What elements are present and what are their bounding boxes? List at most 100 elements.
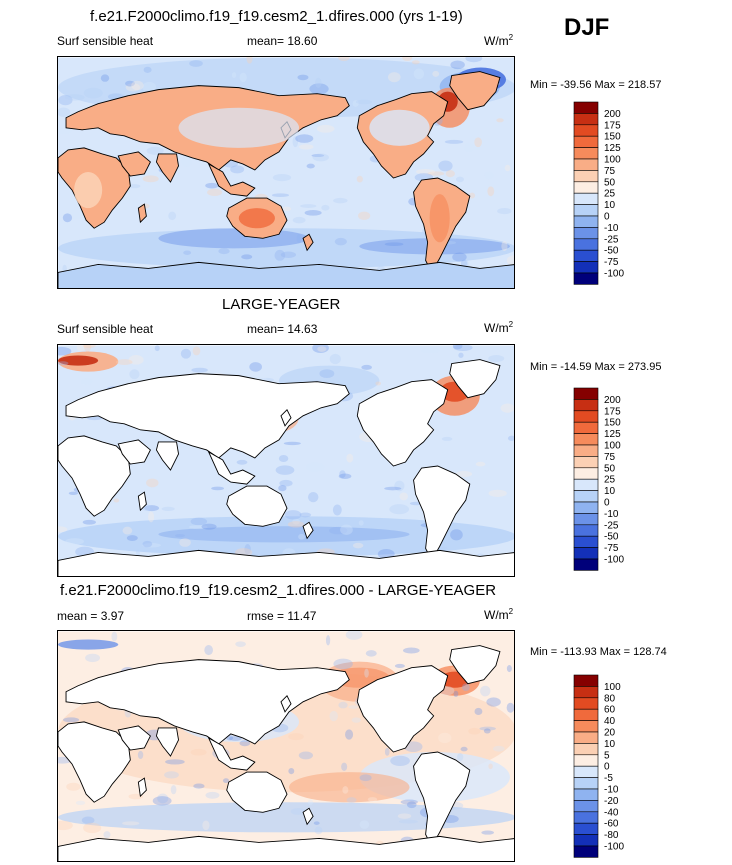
field-speckle xyxy=(298,533,305,540)
field-speckle xyxy=(103,831,111,839)
field-speckle xyxy=(450,529,463,541)
colorbar-box xyxy=(573,181,599,194)
field-speckle xyxy=(188,525,208,530)
field-speckle xyxy=(507,435,514,441)
field-speckle xyxy=(329,526,348,535)
field-speckle xyxy=(292,216,306,224)
field-speckle xyxy=(129,369,140,380)
field-speckle xyxy=(299,512,312,518)
colorbar-tick-label: 0 xyxy=(604,212,610,223)
colorbar-box xyxy=(573,147,599,160)
field-speckle xyxy=(144,505,160,512)
panel3-rmse-label: rmse = 11.47 xyxy=(247,609,317,623)
field-speckle xyxy=(488,489,507,497)
field-speckle xyxy=(500,403,514,413)
field-speckle xyxy=(241,254,253,260)
field-speckle xyxy=(236,459,248,465)
field-speckle xyxy=(62,213,73,223)
coastline-japan xyxy=(280,409,292,427)
field-speckle xyxy=(58,128,73,135)
field-speckle xyxy=(58,346,72,356)
field-speckle xyxy=(143,66,152,73)
field-speckle xyxy=(83,87,103,99)
field-speckle xyxy=(497,207,512,215)
field-speckle xyxy=(142,543,161,548)
field-speckle xyxy=(192,346,201,356)
colorbar-box xyxy=(573,113,599,126)
field-speckle xyxy=(444,139,464,144)
field-speckle xyxy=(179,538,191,547)
colorbar-box xyxy=(573,731,599,744)
field-speckle xyxy=(445,170,455,178)
field-speckle xyxy=(131,80,144,91)
field-speckle xyxy=(346,453,354,463)
field-speckle xyxy=(416,168,435,175)
field-speckle xyxy=(359,774,372,782)
field-speckle xyxy=(474,137,482,148)
field-region xyxy=(369,109,430,146)
colorbar-box xyxy=(573,547,599,560)
field-speckle xyxy=(205,182,219,189)
field-speckle xyxy=(317,346,327,352)
field-speckle xyxy=(474,707,483,716)
field-speckle xyxy=(278,485,287,492)
field-speckle xyxy=(384,242,404,247)
field-speckle xyxy=(283,441,301,446)
field-speckle xyxy=(298,751,314,760)
colorbar-tick-label: -60 xyxy=(604,819,619,830)
field-speckle xyxy=(367,797,378,802)
field-speckle xyxy=(190,517,208,526)
field-speckle xyxy=(58,667,75,678)
panel1-colorbar: 200 175 150 125 100 75 50 25 10 0 -10 -25 -50 -75 -100 xyxy=(573,101,664,285)
coastline-australia xyxy=(226,485,288,527)
colorbar-tick-label: -25 xyxy=(604,234,619,245)
field-speckle xyxy=(352,542,364,549)
field-speckle xyxy=(486,697,501,707)
field-speckle xyxy=(122,821,140,826)
field-speckle xyxy=(432,70,440,77)
coastline-antarctica xyxy=(58,261,514,288)
field-speckle xyxy=(319,369,335,379)
field-speckle xyxy=(361,364,372,370)
field-speckle xyxy=(290,808,306,815)
field-speckle xyxy=(100,74,110,82)
field-region xyxy=(289,772,410,803)
field-speckle xyxy=(315,77,322,88)
panel2-title: LARGE-YEAGER xyxy=(222,296,341,313)
panel3-map xyxy=(57,630,515,862)
field-speckle xyxy=(397,813,412,819)
field-speckle xyxy=(125,80,135,87)
coastline-southAmerica xyxy=(413,751,471,848)
field-speckle xyxy=(307,492,319,503)
field-speckle xyxy=(455,176,464,183)
colorbar-box xyxy=(573,170,599,183)
field-speckle xyxy=(479,726,496,731)
field-speckle xyxy=(338,57,350,62)
panel3-colorbar: 100 80 60 40 20 10 5 0 -5 -10 -20 -40 -60 -80 -100 xyxy=(573,674,664,858)
field-speckle xyxy=(282,206,292,212)
field-speckle xyxy=(274,249,286,261)
field-speckle xyxy=(400,799,418,805)
colorbar-tick-label: -80 xyxy=(604,830,619,841)
field-speckle xyxy=(348,705,359,709)
field-speckle xyxy=(452,345,463,350)
field-speckle xyxy=(299,144,314,150)
coastline-antarctica xyxy=(58,549,514,576)
colorbar-tick-label: 50 xyxy=(604,177,616,188)
field-speckle xyxy=(339,470,346,479)
coastline-madagascar xyxy=(137,777,147,798)
field-speckle xyxy=(307,799,314,805)
colorbar-box xyxy=(573,674,599,687)
field-speckle xyxy=(288,733,304,741)
coastline-india xyxy=(155,153,179,183)
field-speckle xyxy=(321,204,330,211)
field-speckle xyxy=(128,184,141,189)
field-region xyxy=(74,171,103,209)
colorbar-tick-label: -25 xyxy=(604,520,619,531)
field-speckle xyxy=(359,820,370,829)
colorbar-box xyxy=(573,686,599,699)
coastline-eurasia xyxy=(65,659,350,745)
field-speckle xyxy=(345,631,363,640)
field-speckle xyxy=(183,250,192,255)
field-speckle xyxy=(365,650,377,657)
